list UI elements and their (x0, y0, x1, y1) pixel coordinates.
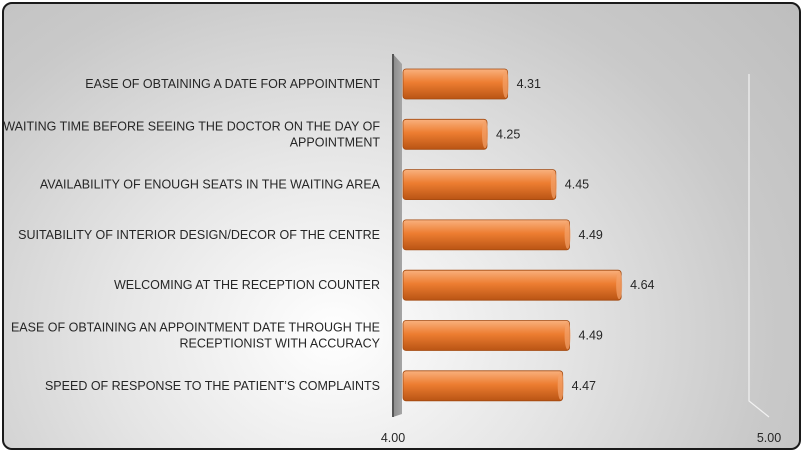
x-tick-label: 4.00 (381, 431, 405, 445)
right-guide-line (748, 74, 770, 418)
bar-chart: 4.31 EASE OF OBTAINING A DATE FOR APPOINT… (4, 54, 781, 445)
category-label: EASE OF OBTAINING A DATE FOR APPOINTMENT (85, 77, 380, 91)
axis-wall (393, 54, 402, 417)
bar-end-cap (557, 371, 564, 400)
x-tick-label: 5.00 (757, 431, 781, 445)
category-label: SUITABILITY OF INTERIOR DESIGN/DECOR OF … (18, 228, 380, 242)
chart-frame: 4.31 EASE OF OBTAINING A DATE FOR APPOINT… (2, 2, 801, 450)
bar-end-cap (564, 321, 571, 350)
category-label: SPEED OF RESPONSE TO THE PATIENT’S COMPL… (45, 379, 380, 393)
bar (402, 169, 557, 201)
bar-end-cap (502, 70, 509, 98)
bar (402, 269, 622, 301)
bar (402, 219, 570, 251)
data-label: 4.31 (517, 77, 541, 91)
data-label: 4.25 (496, 127, 520, 141)
bar (402, 68, 509, 100)
data-label: 4.45 (565, 178, 589, 192)
category-label: AVAILABILITY OF ENOUGH SEATS IN THE WAIT… (40, 178, 381, 192)
category-label: EASE OF OBTAINING AN APPOINTMENT DATE TH… (11, 321, 381, 351)
data-label: 4.49 (579, 329, 603, 343)
bar (402, 320, 570, 351)
data-label: 4.47 (572, 379, 596, 393)
category-label: WELCOMING AT THE RECEPTION COUNTER (114, 278, 380, 292)
bar-end-cap (482, 120, 488, 149)
data-label: 4.49 (579, 228, 603, 242)
bar (402, 118, 488, 150)
bar (402, 370, 564, 402)
bar-end-cap (616, 271, 623, 300)
bar-end-cap (564, 220, 571, 249)
bar-end-cap (550, 170, 557, 199)
category-label: WAITING TIME BEFORE SEEING THE DOCTOR ON… (4, 119, 380, 149)
data-label: 4.64 (630, 278, 654, 292)
